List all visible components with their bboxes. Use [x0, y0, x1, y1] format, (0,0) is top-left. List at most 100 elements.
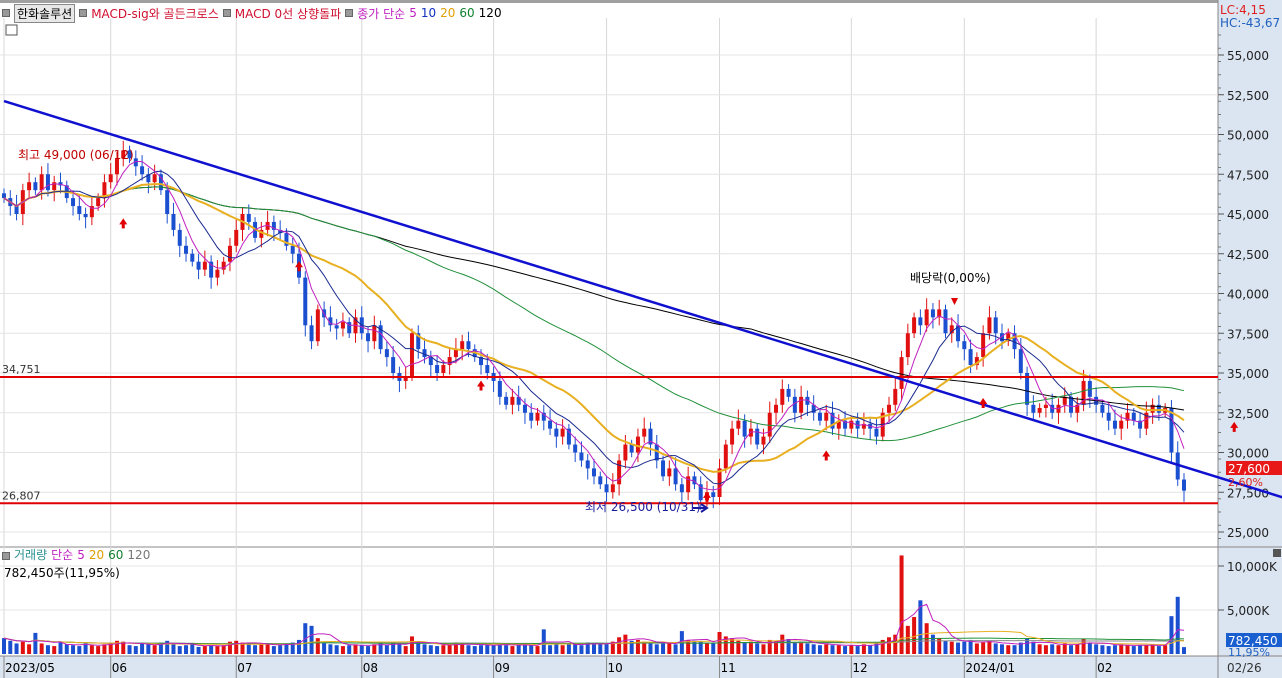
- volume-bar: [504, 645, 509, 654]
- legend-toggle[interactable]: [2, 9, 10, 17]
- ma5-line: [3, 161, 1185, 491]
- volume-bar: [2, 638, 6, 654]
- close-panel-icon[interactable]: [1273, 549, 1281, 557]
- volume-bar: [736, 640, 741, 654]
- volume-bar: [359, 645, 364, 654]
- volume-bar: [999, 644, 1004, 654]
- candle-body: [227, 245, 232, 262]
- candle-body: [554, 428, 559, 437]
- volume-bar: [491, 645, 496, 654]
- ma20-line: [3, 183, 1185, 473]
- date-label: 12: [852, 661, 867, 675]
- candle-body: [45, 174, 50, 191]
- signal-macd-sig-golden-cross[interactable]: MACD-sig와 골든크로스: [91, 6, 219, 21]
- ma120-label: 120: [478, 6, 502, 20]
- volume-bar: [755, 643, 760, 654]
- volume-bar: [642, 641, 647, 654]
- candle-body: [165, 190, 170, 214]
- volume-bar: [1125, 645, 1130, 654]
- volume-bar: [177, 646, 182, 654]
- volume-bar: [334, 645, 339, 654]
- candle-body: [2, 193, 6, 199]
- volume-tick-label: 5,000K: [1227, 604, 1270, 618]
- volume-info: 782,450주(11,95%): [4, 566, 120, 580]
- candle-body: [1106, 412, 1111, 421]
- date-label: 2023/05: [5, 661, 55, 675]
- candle-body: [1043, 404, 1048, 408]
- candle-body: [190, 253, 195, 262]
- candle-body: [742, 420, 747, 437]
- legend-toggle[interactable]: [345, 9, 354, 17]
- candle-body: [968, 349, 973, 366]
- volume-bar: [1175, 596, 1180, 654]
- candle-body: [303, 277, 308, 326]
- price-tick-label: 55,000: [1227, 49, 1269, 63]
- candle-body: [158, 174, 163, 191]
- volume-bar: [522, 644, 527, 654]
- volume-bar: [366, 646, 371, 654]
- candle-body: [215, 269, 220, 278]
- candle-body: [391, 357, 396, 373]
- volume-bar: [77, 646, 82, 654]
- price-tick-label: 32,500: [1227, 407, 1269, 421]
- volume-bar: [479, 645, 484, 654]
- candle-body: [504, 396, 509, 405]
- volume-bar: [962, 641, 967, 654]
- volume-bar: [472, 646, 477, 654]
- candle-body: [566, 428, 571, 445]
- volume-bar: [71, 645, 76, 654]
- volume-bar: [428, 645, 433, 654]
- candle-body: [1156, 404, 1161, 413]
- volume-label[interactable]: 거래량: [14, 548, 48, 562]
- date-label: 11: [721, 661, 736, 675]
- legend-toggle[interactable]: [2, 551, 10, 560]
- volume-bar: [1144, 645, 1149, 654]
- volume-bar: [8, 640, 13, 654]
- candle-body: [1112, 420, 1117, 429]
- stock-name-button[interactable]: 한화솔루션: [14, 3, 76, 23]
- volume-bar: [855, 646, 860, 654]
- volume-bar: [453, 642, 458, 654]
- current-volume-pct: 11,95%: [1228, 646, 1270, 659]
- candle-body: [271, 221, 276, 230]
- volume-bar: [560, 645, 565, 654]
- candle-body: [629, 444, 634, 453]
- signal-arrow-up-icon: [295, 261, 303, 272]
- current-volume: 782,450: [1228, 634, 1278, 648]
- candle-body: [177, 229, 182, 246]
- candle-body: [786, 388, 791, 397]
- candle-body: [541, 412, 546, 421]
- candle-body: [202, 261, 207, 270]
- volume-bar: [1106, 646, 1111, 654]
- volume-bar: [1087, 642, 1092, 654]
- volume-bar: [422, 644, 427, 654]
- candle-body: [447, 357, 452, 366]
- price-tick-label: 35,000: [1227, 367, 1269, 381]
- volume-bar: [887, 637, 891, 654]
- candle-body: [278, 229, 283, 234]
- candle-body: [435, 365, 440, 373]
- volume-bar: [89, 645, 94, 654]
- candle-body: [993, 317, 998, 334]
- volume-bar: [271, 646, 276, 654]
- signal-arrow-up-icon: [477, 380, 486, 391]
- candle-body: [887, 404, 891, 413]
- table-icon[interactable]: [5, 24, 18, 36]
- ma-label[interactable]: 종가 단순: [357, 6, 406, 21]
- candle-body: [384, 349, 389, 358]
- volume-bar: [692, 640, 697, 654]
- signal-macd-zero-cross[interactable]: MACD 0선 상향돌파: [234, 6, 342, 21]
- volume-bar: [610, 641, 615, 654]
- legend-toggle[interactable]: [222, 9, 231, 17]
- volume-bar: [297, 639, 301, 654]
- legend-toggle[interactable]: [79, 9, 88, 17]
- candle-body: [548, 420, 553, 429]
- candle-body: [290, 245, 295, 254]
- candle-body: [52, 182, 57, 191]
- candle-body: [698, 484, 703, 501]
- candle-body: [949, 325, 954, 334]
- volume-bar: [535, 646, 540, 654]
- volume-bar: [391, 642, 396, 654]
- line1-label: 34,751: [2, 363, 41, 376]
